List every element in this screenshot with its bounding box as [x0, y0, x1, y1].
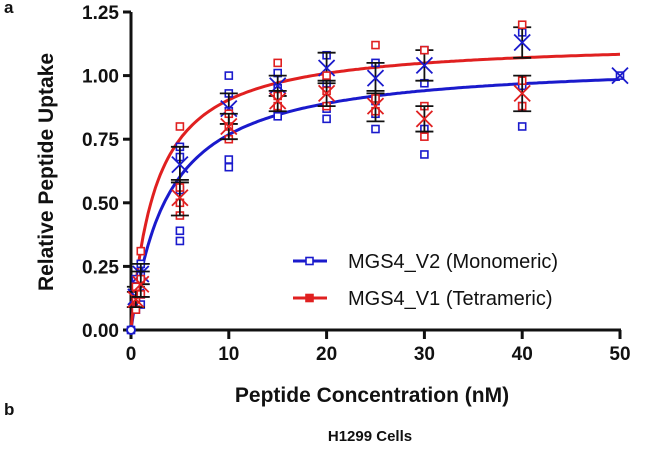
- replicate-point-tetrameric: [322, 71, 331, 80]
- replicate-point-monomeric: [371, 124, 380, 134]
- replicate-point-monomeric: [273, 112, 283, 121]
- x-axis-title: Peptide Concentration (nM): [235, 384, 509, 407]
- x-tick-label: 50: [609, 344, 630, 365]
- mean-marker-monomeric: [126, 325, 136, 335]
- x-tick-label: 20: [316, 344, 337, 365]
- replicate-point-tetrameric: [517, 20, 527, 30]
- mean-marker-monomeric: [366, 69, 385, 87]
- y-axis-title: Relative Peptide Uptake: [35, 53, 58, 291]
- mean-marker-tetrameric: [171, 189, 189, 207]
- mean-marker-tetrameric: [269, 92, 287, 110]
- data-points: [126, 20, 629, 335]
- replicate-point-monomeric: [322, 114, 331, 124]
- y-tick-label: 1.25: [82, 3, 119, 24]
- replicate-point-tetrameric: [420, 45, 429, 55]
- y-tick-label: 0.00: [82, 321, 119, 342]
- mean-marker-monomeric: [171, 156, 189, 174]
- x-tick-label: 30: [414, 344, 435, 365]
- replicate-point-tetrameric: [420, 132, 429, 141]
- replicate-point-tetrameric: [175, 122, 185, 131]
- replicate-point-monomeric: [224, 162, 234, 172]
- replicate-point-monomeric: [175, 226, 185, 236]
- mean-marker-tetrameric: [220, 117, 238, 136]
- legend: MGS4_V2 (Monomeric) MGS4_V1 (Tetrameric): [293, 251, 558, 310]
- mean-marker-monomeric: [611, 66, 629, 85]
- mean-marker-tetrameric: [513, 84, 531, 103]
- mean-marker-monomeric: [317, 59, 336, 77]
- replicate-point-monomeric: [224, 71, 234, 80]
- x-tick-label: 0: [126, 344, 137, 365]
- mean-marker-tetrameric: [366, 97, 385, 115]
- replicate-point-monomeric: [175, 236, 185, 246]
- replicate-point-tetrameric: [273, 58, 283, 68]
- legend-label-tetrameric: MGS4_V1 (Tetrameric): [348, 288, 553, 310]
- mean-marker-tetrameric: [317, 84, 336, 103]
- y-tick-label: 0.75: [82, 130, 119, 151]
- panel-label-b: b: [4, 400, 15, 419]
- x-tick-label: 40: [512, 344, 533, 365]
- mean-marker-monomeric: [415, 56, 434, 75]
- replicate-point-monomeric: [517, 122, 527, 131]
- replicate-point-monomeric: [420, 150, 429, 159]
- y-tick-label: 1.00: [82, 67, 119, 88]
- panel-b-caption: H1299 Cells: [327, 428, 413, 445]
- legend-label-monomeric: MGS4_V2 (Monomeric): [348, 251, 558, 273]
- y-tick-label: 0.50: [82, 194, 119, 215]
- mean-marker-tetrameric: [415, 110, 434, 128]
- y-tick-label: 0.25: [82, 257, 119, 278]
- mean-marker-monomeric: [513, 33, 531, 52]
- x-tick-label: 10: [218, 344, 239, 365]
- replicate-point-monomeric: [224, 155, 234, 164]
- legend-marker-monomeric: [305, 256, 314, 266]
- replicate-point-tetrameric: [371, 40, 380, 50]
- replicate-point-tetrameric: [136, 246, 146, 256]
- panel-label-a: a: [4, 0, 14, 17]
- mean-marker-tetrameric: [132, 275, 150, 293]
- axes: 0.00 0.25 0.50 0.75 1.00 1.25 0 10 20 30 40 50: [82, 3, 631, 365]
- legend-marker-tetrameric: [305, 293, 314, 303]
